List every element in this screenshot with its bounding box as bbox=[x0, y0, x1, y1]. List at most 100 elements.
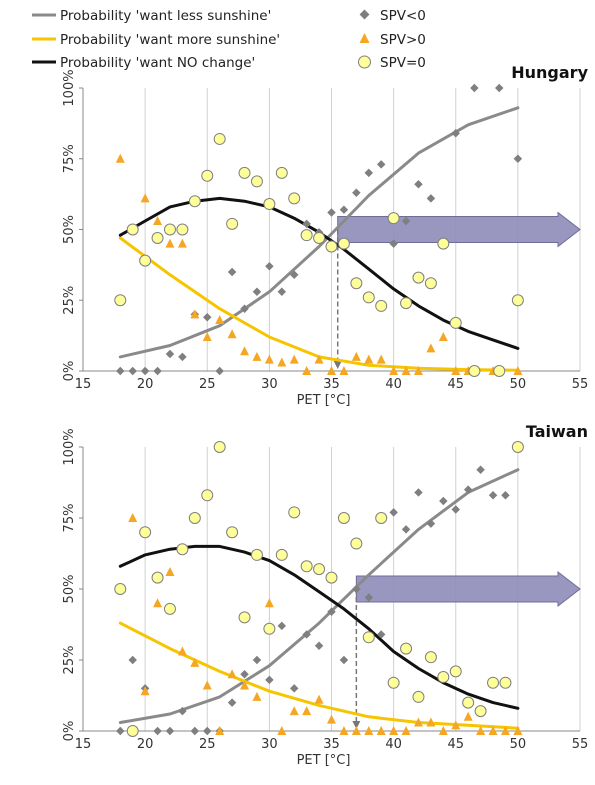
chart1-point-pos bbox=[289, 706, 299, 716]
chart0-point-neg bbox=[153, 366, 162, 376]
chart0-point-pos bbox=[513, 366, 523, 375]
chart1-point-zero bbox=[238, 611, 251, 624]
chart0-x-tick-label: 55 bbox=[572, 377, 589, 392]
chart1-threshold-arrowhead bbox=[352, 721, 361, 729]
chart0-point-zero bbox=[201, 169, 214, 182]
chart1-point-neg bbox=[389, 508, 398, 517]
chart1-y-tick-label: 25% bbox=[62, 646, 77, 675]
chart1-point-neg bbox=[116, 726, 125, 736]
chart1-point-pos bbox=[451, 720, 461, 730]
chart1-point-zero bbox=[176, 543, 189, 556]
chart1-point-pos bbox=[488, 726, 498, 735]
chart0-point-zero bbox=[412, 271, 425, 284]
chart-taiwan: 15 20 25 30 35 40 45 50 55 0% 25% 50% 75% 100% PET [°C… bbox=[62, 422, 588, 768]
chart1-point-pos bbox=[476, 726, 486, 735]
chart1-point-neg bbox=[327, 607, 336, 616]
chart0-point-neg bbox=[178, 352, 187, 362]
chart0-point-zero bbox=[275, 166, 288, 179]
chart1-point-pos bbox=[140, 686, 150, 696]
chart1-point-neg bbox=[364, 593, 374, 602]
chart1-point-zero bbox=[114, 583, 127, 595]
chart1-point-zero bbox=[337, 512, 350, 524]
chart0-point-neg bbox=[352, 188, 361, 197]
chart1-point-pos bbox=[314, 694, 324, 704]
chart1-point-pos bbox=[376, 726, 386, 735]
chart0-point-pos bbox=[389, 366, 399, 375]
chart0-point-zero bbox=[350, 277, 363, 290]
chart1-point-neg bbox=[463, 485, 473, 494]
chart0-point-zero bbox=[188, 195, 201, 208]
chart1-point-pos bbox=[463, 711, 473, 721]
chart0-point-neg bbox=[470, 83, 479, 93]
chart1-y-tick-label: 100% bbox=[62, 428, 77, 465]
chart1-x-tick-label: 55 bbox=[572, 737, 589, 752]
chart1-point-pos bbox=[389, 726, 399, 735]
chart1-range-arrow bbox=[355, 570, 581, 608]
chart0-point-pos bbox=[153, 216, 163, 226]
chart0-point-zero bbox=[250, 175, 263, 188]
chart0-point-neg bbox=[215, 366, 224, 376]
chart1-x-tick-label: 30 bbox=[261, 737, 278, 752]
chart0-curve-less bbox=[118, 106, 520, 359]
chart1-point-pos bbox=[128, 513, 138, 522]
chart0-point-neg bbox=[116, 366, 125, 376]
chart1-title: Taiwan bbox=[526, 422, 588, 441]
chart0-range-arrow bbox=[337, 211, 581, 248]
chart1-point-neg bbox=[451, 505, 460, 514]
chart0-x-tick-label: 40 bbox=[385, 377, 402, 392]
chart0-point-zero bbox=[337, 237, 350, 250]
chart1-point-pos bbox=[277, 726, 287, 735]
chart0-point-zero bbox=[325, 240, 338, 253]
chart1-x-tick-label: 15 bbox=[75, 737, 92, 752]
chart1-point-zero bbox=[201, 489, 214, 502]
chart1-point-zero bbox=[362, 631, 375, 644]
chart0-point-neg bbox=[451, 129, 460, 138]
chart1-point-neg bbox=[289, 684, 299, 693]
chart0-point-zero bbox=[437, 237, 450, 250]
chart1-point-neg bbox=[153, 726, 162, 736]
legend: Probability 'want less sunshine' Probabi… bbox=[32, 8, 426, 71]
chart1-point-neg bbox=[203, 726, 212, 736]
chart1-x-tick-label: 40 bbox=[385, 737, 402, 752]
chart1-point-pos bbox=[413, 717, 423, 727]
chart1-point-neg bbox=[426, 519, 436, 528]
chart0-point-pos bbox=[140, 193, 150, 203]
chart1-point-zero bbox=[213, 441, 226, 453]
chart0-point-pos bbox=[314, 354, 324, 364]
chart1-x-tick-label: 35 bbox=[323, 737, 340, 752]
chart1-point-zero bbox=[250, 548, 263, 561]
chart1-point-neg bbox=[339, 655, 349, 665]
chart1-point-neg bbox=[165, 726, 175, 736]
chart1-point-zero bbox=[263, 622, 276, 635]
chart1-point-zero bbox=[275, 548, 288, 561]
chart0-point-pos bbox=[190, 309, 200, 319]
chart0-point-zero bbox=[288, 192, 301, 205]
chart1-point-neg bbox=[302, 630, 311, 639]
chart1-point-pos bbox=[351, 726, 361, 735]
chart1-point-zero bbox=[139, 526, 152, 539]
chart0-point-pos bbox=[339, 366, 349, 375]
chart0-y-tick-label: 0% bbox=[62, 361, 77, 382]
chart0-point-zero bbox=[226, 217, 239, 230]
chart0-point-zero bbox=[238, 166, 251, 179]
chart0-point-neg bbox=[289, 270, 299, 280]
chart0-point-pos bbox=[364, 354, 374, 364]
chart0-x-tick-label: 45 bbox=[447, 377, 464, 392]
chart0-point-pos bbox=[327, 366, 336, 375]
chart0-point-pos bbox=[115, 153, 125, 163]
chart1-x-tick-label: 20 bbox=[137, 737, 154, 752]
chart1-point-zero bbox=[226, 526, 239, 539]
legend-pos-label: SPV>0 bbox=[380, 32, 426, 48]
chart1-point-zero bbox=[462, 696, 475, 709]
chart0-point-neg bbox=[265, 262, 274, 271]
chart0-point-neg bbox=[302, 219, 311, 229]
chart1-point-pos bbox=[513, 726, 523, 735]
chart1-point-zero bbox=[387, 676, 400, 689]
chart1-point-zero bbox=[188, 512, 201, 524]
chart1-point-pos bbox=[153, 598, 163, 608]
chart0-point-zero bbox=[213, 132, 226, 145]
chart1-point-neg bbox=[414, 488, 423, 497]
chart0-point-neg bbox=[401, 216, 411, 226]
chart0-point-pos bbox=[376, 354, 386, 364]
